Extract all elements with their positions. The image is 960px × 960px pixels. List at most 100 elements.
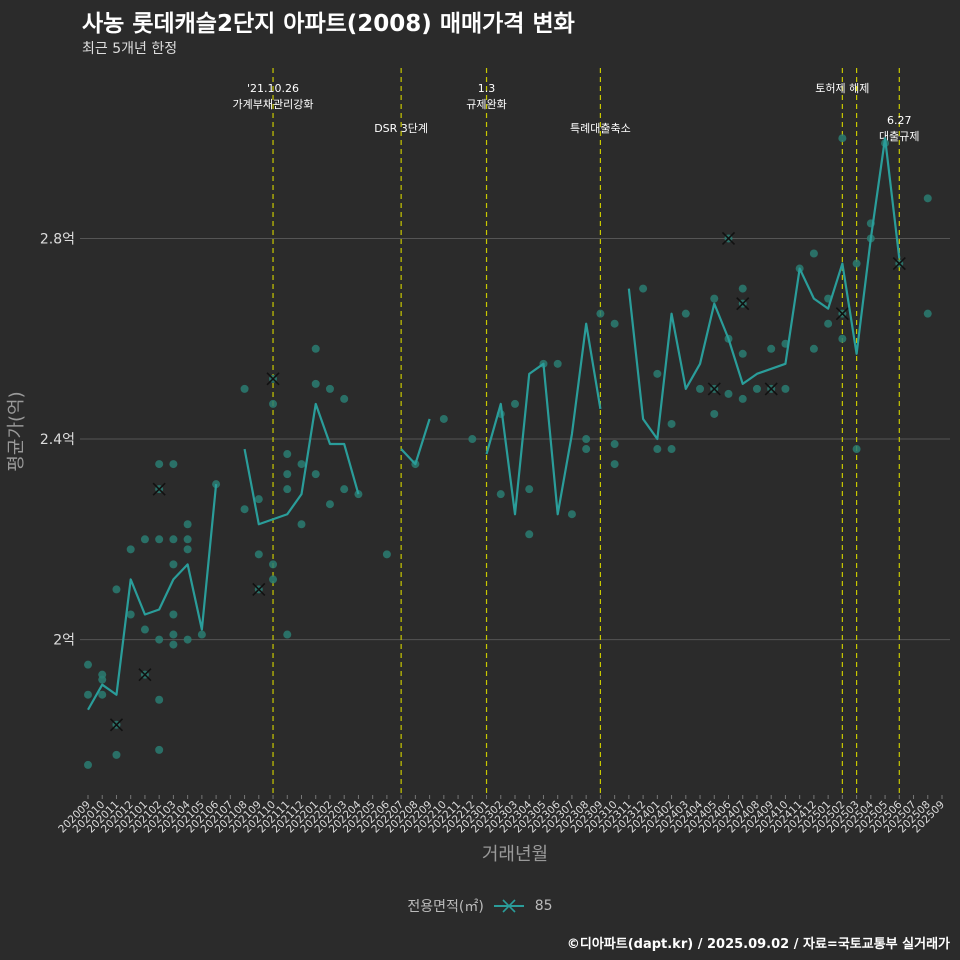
data-point <box>738 349 747 358</box>
data-point-cross <box>152 482 166 496</box>
series-line-85 <box>485 322 602 516</box>
data-point <box>710 409 719 418</box>
data-point <box>283 450 292 459</box>
data-point <box>283 630 292 639</box>
data-point-cross <box>109 718 124 732</box>
event-label: 토허제 해제 <box>815 81 869 95</box>
data-point <box>112 585 121 594</box>
data-point <box>84 690 92 699</box>
data-point <box>525 530 534 539</box>
legend-item-85: 85 <box>534 898 553 914</box>
source-caption: ©디아파트(dapt.kr) / 2025.09.02 / 자료=국토교통부 실… <box>566 937 950 952</box>
legend-title: 전용면적(㎡) <box>407 899 484 915</box>
data-point <box>169 535 178 544</box>
legend: 전용면적(㎡) 85 <box>0 896 960 916</box>
event-label: 가계부채관리강화 <box>233 98 314 111</box>
data-point <box>696 384 705 393</box>
data-point <box>269 399 278 408</box>
data-point <box>852 259 861 268</box>
data-point <box>98 690 107 699</box>
data-point <box>610 440 619 449</box>
data-point <box>496 490 505 499</box>
data-point <box>781 384 790 393</box>
data-point <box>98 675 107 684</box>
data-point-cross <box>764 382 778 396</box>
event-label: 6.27 <box>887 114 912 127</box>
data-point <box>824 319 833 328</box>
data-point <box>610 460 619 469</box>
data-point <box>140 535 149 544</box>
data-point <box>681 309 690 318</box>
event-label: 대출규제 <box>879 130 919 143</box>
data-point <box>838 334 847 343</box>
data-point <box>567 510 576 519</box>
data-point <box>923 309 932 318</box>
data-point <box>667 445 676 454</box>
data-point <box>468 435 477 444</box>
data-point <box>325 500 334 509</box>
data-point <box>169 640 178 649</box>
data-point <box>297 460 306 469</box>
legend-key-icon <box>494 899 525 913</box>
data-point-cross <box>892 256 906 271</box>
y-axis-title: 평균가(억) <box>6 391 27 471</box>
data-point <box>852 445 861 454</box>
data-point <box>439 414 448 423</box>
data-point-cross <box>721 231 736 246</box>
data-point <box>240 384 249 393</box>
data-point <box>767 344 776 353</box>
data-point <box>809 344 818 353</box>
data-point <box>382 550 391 559</box>
data-point <box>169 630 178 639</box>
data-point-cross <box>707 382 721 396</box>
event-label: 특례대출축소 <box>570 122 631 135</box>
data-point <box>169 460 178 469</box>
series-line-85 <box>87 484 218 711</box>
data-point <box>311 379 320 388</box>
chart-subtitle: 최근 5개년 한정 <box>82 41 178 57</box>
series-line-85 <box>400 418 431 466</box>
data-point <box>183 545 192 554</box>
data-point <box>84 760 92 769</box>
series-line-85 <box>627 137 901 441</box>
data-point <box>297 520 306 529</box>
data-point <box>667 419 676 428</box>
data-point <box>197 630 206 639</box>
data-point <box>809 249 818 258</box>
data-point <box>340 485 349 494</box>
data-point <box>112 750 121 759</box>
data-point <box>183 535 192 544</box>
data-point <box>639 284 648 293</box>
data-point <box>183 635 192 644</box>
data-point <box>653 445 662 454</box>
y-tick-label: 2.8억 <box>40 231 75 247</box>
data-point <box>254 550 263 559</box>
y-tick-label: 2억 <box>53 633 75 649</box>
x-axis-title: 거래년월 <box>482 844 548 865</box>
event-label: '21.10.26 <box>247 82 299 95</box>
data-point <box>923 194 932 203</box>
data-point <box>155 745 164 754</box>
data-point <box>155 460 164 469</box>
data-point <box>596 309 605 318</box>
data-point <box>340 394 349 403</box>
data-point <box>311 470 320 479</box>
data-point <box>311 344 320 353</box>
data-point <box>269 560 278 569</box>
data-point <box>738 394 747 403</box>
data-point <box>738 284 747 293</box>
data-point-cross <box>252 582 266 597</box>
data-point <box>325 384 334 393</box>
data-point <box>610 319 619 328</box>
data-point <box>240 505 249 514</box>
data-point <box>511 399 519 408</box>
data-point-cross <box>736 297 750 311</box>
data-point <box>582 435 591 444</box>
data-point <box>653 369 662 378</box>
data-point <box>169 610 178 619</box>
data-point <box>84 660 92 669</box>
data-point <box>183 520 192 529</box>
data-point <box>710 294 719 303</box>
data-point <box>553 359 562 368</box>
